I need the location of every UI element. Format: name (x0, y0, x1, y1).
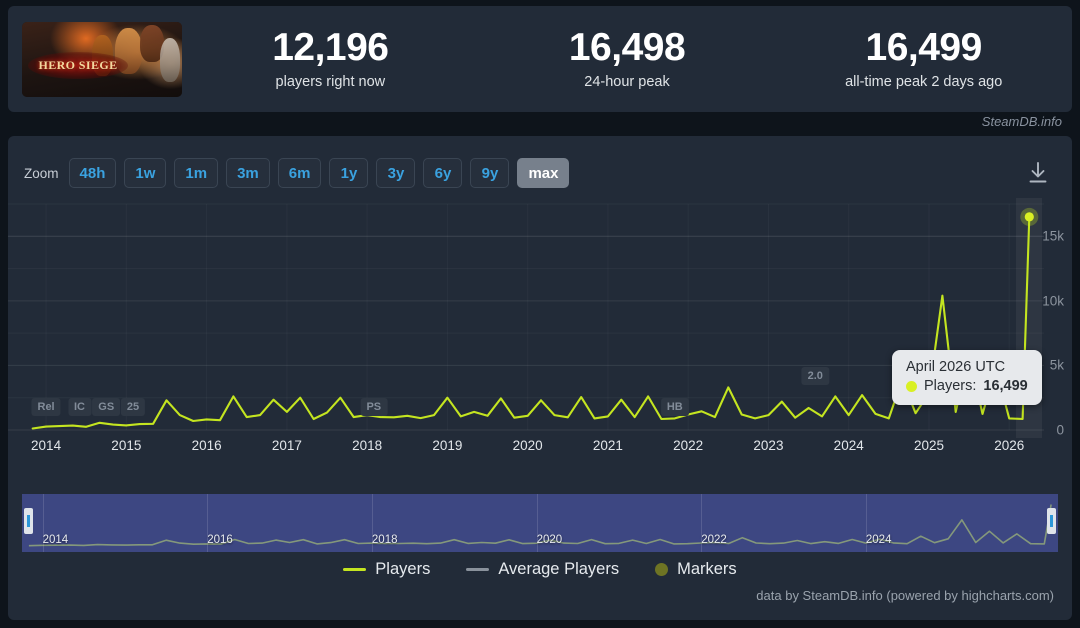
chart-marker-rel[interactable]: Rel (31, 398, 61, 417)
stats-row: 12,196 players right now 16,498 24-hour … (182, 26, 1072, 90)
range-button-1y[interactable]: 1y (329, 158, 369, 188)
chart-marker-25[interactable]: 25 (120, 398, 146, 417)
stat-value: 16,498 (568, 26, 686, 70)
chart-marker-gs[interactable]: GS (92, 398, 121, 417)
range-button-3y[interactable]: 3y (376, 158, 416, 188)
range-button-6y[interactable]: 6y (423, 158, 463, 188)
legend-label: Markers (677, 560, 737, 578)
tooltip-series-value: 16,499 (983, 378, 1028, 394)
navigator-handle-right[interactable] (1047, 508, 1056, 534)
x-axis-tick: 2016 (191, 438, 222, 453)
y-axis-tick: 0 (1056, 422, 1064, 438)
navigator-tick: 2024 (865, 534, 892, 546)
navigator-tick: 2018 (371, 534, 398, 546)
stat-label: 24-hour peak (584, 73, 670, 90)
x-axis-tick: 2017 (271, 438, 302, 453)
zoom-label: Zoom (24, 165, 59, 181)
x-axis-tick: 2019 (432, 438, 463, 453)
range-button-1m[interactable]: 1m (174, 158, 219, 188)
stat-value: 12,196 (272, 26, 389, 70)
chart-marker-ic[interactable]: IC (68, 398, 91, 417)
x-axis-tick: 2021 (592, 438, 623, 453)
x-axis-tick: 2020 (512, 438, 543, 453)
stat-label: players right now (275, 73, 386, 90)
navigator-tick: 2014 (42, 534, 69, 546)
legend-line-icon (343, 568, 367, 571)
stat-players-right-now: 12,196 players right now (182, 26, 479, 90)
navigator-gridline (701, 494, 703, 552)
range-button-group: 48h 1w 1m 3m 6m 1y 3y 6y 9y max (68, 158, 570, 188)
navigator-gridline (207, 494, 209, 552)
chart-panel: Zoom 48h 1w 1m 3m 6m 1y 3y 6y 9y max 0 5k 10k 15k Re… (8, 136, 1072, 620)
range-button-48h[interactable]: 48h (68, 158, 117, 188)
navigator-gridline (42, 494, 44, 552)
range-button-6m[interactable]: 6m (277, 158, 322, 188)
range-selector: Zoom 48h 1w 1m 3m 6m 1y 3y 6y 9y max (24, 158, 570, 188)
range-button-3m[interactable]: 3m (226, 158, 270, 188)
legend-dot-icon (655, 563, 669, 576)
stat-label: all-time peak 2 days ago (845, 73, 1003, 90)
x-axis-tick: 2024 (833, 438, 864, 453)
x-axis-tick: 2022 (673, 438, 704, 453)
y-axis-tick: 10k (1042, 293, 1064, 309)
navigator-gridline (536, 494, 538, 552)
range-button-9y[interactable]: 9y (470, 158, 510, 188)
chart-legend: Players Average Players Markers (8, 560, 1072, 579)
steamdb-watermark: SteamDB.info (981, 114, 1062, 129)
range-button-max[interactable]: max (517, 158, 570, 188)
tooltip-series-row: Players: 16,499 (906, 378, 1028, 394)
chart-navigator[interactable]: 2014 2016 2018 2020 2022 2024 (22, 494, 1058, 552)
navigator-gridline (865, 494, 867, 552)
x-axis-tick: 2026 (994, 438, 1025, 453)
x-axis-tick: 2025 (913, 438, 944, 453)
tooltip-series-label: Players: (924, 378, 977, 394)
legend-item-markers[interactable]: Markers (655, 560, 737, 579)
legend-line-icon (466, 568, 490, 571)
x-axis-tick: 2018 (352, 438, 383, 453)
chart-marker-2-0[interactable]: 2.0 (801, 366, 829, 385)
legend-item-players[interactable]: Players (343, 560, 430, 579)
chart-marker-ps[interactable]: PS (360, 398, 388, 417)
x-axis-tick: 2023 (753, 438, 784, 453)
x-axis-labels: 2014 2015 2016 2017 2018 2019 2020 2021 2022 2023… (8, 438, 1072, 464)
game-logo-text: HERO SIEGE (38, 57, 118, 72)
chart-tooltip: April 2026 UTC Players: 16,499 (892, 350, 1042, 405)
x-axis-tick: 2014 (31, 438, 62, 453)
game-thumbnail[interactable]: HERO SIEGE (22, 21, 182, 97)
tooltip-series-dot (906, 380, 917, 392)
navigator-selection-mask[interactable] (22, 494, 1058, 552)
chart-marker-hb[interactable]: HB (660, 398, 689, 417)
game-summary-card: HERO SIEGE 12,196 players right now 16,4… (8, 6, 1072, 112)
game-logo-glow (28, 51, 128, 79)
y-axis-tick: 5k (1049, 357, 1064, 373)
navigator-tick: 2016 (207, 534, 233, 546)
navigator-tick: 2022 (701, 534, 727, 546)
legend-label: Average Players (498, 560, 620, 578)
navigator-tick: 2020 (536, 534, 563, 546)
thumbnail-figure (159, 38, 181, 82)
chart-attribution: data by SteamDB.info (powered by highcha… (756, 588, 1054, 603)
download-icon[interactable] (1024, 158, 1052, 188)
legend-label: Players (375, 560, 431, 578)
stat-24-hour-peak: 16,498 24-hour peak (479, 26, 776, 90)
navigator-gridline (371, 494, 373, 552)
x-axis-tick: 2015 (111, 438, 142, 453)
y-axis-tick: 15k (1042, 228, 1064, 244)
stat-all-time-peak: 16,499 all-time peak 2 days ago (775, 26, 1072, 90)
legend-item-average-players[interactable]: Average Players (466, 560, 619, 579)
range-button-1w[interactable]: 1w (124, 158, 167, 188)
tooltip-title: April 2026 UTC (906, 359, 1006, 375)
navigator-handle-left[interactable] (24, 508, 33, 534)
stat-value: 16,499 (865, 26, 983, 70)
game-logo: HERO SIEGE (28, 51, 128, 79)
players-line-svg (8, 203, 1044, 431)
